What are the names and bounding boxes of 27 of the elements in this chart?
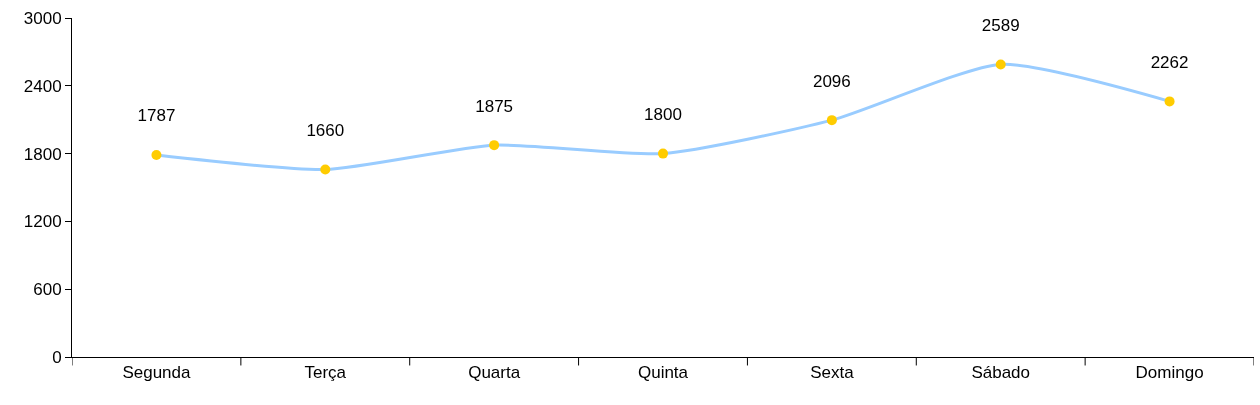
data-label: 1660 xyxy=(306,120,345,140)
y-tick-label: 0 xyxy=(52,347,62,367)
x-tick-label: Quarta xyxy=(468,363,521,383)
data-label: 2262 xyxy=(1150,52,1189,72)
point xyxy=(489,140,500,151)
data-label: 2589 xyxy=(981,15,1020,35)
data-label: 1800 xyxy=(644,105,682,124)
point xyxy=(320,164,331,175)
point xyxy=(658,148,668,159)
y-tick-label: 1800 xyxy=(23,144,62,164)
data-label: 2096 xyxy=(812,71,851,91)
y-tick-label: 3000 xyxy=(23,8,62,28)
x-tick-label: Quinta xyxy=(637,363,689,383)
x-tick-label: Sexta xyxy=(810,363,855,383)
y-tick-label: 2400 xyxy=(23,76,62,96)
point xyxy=(1164,96,1175,107)
x-tick-label: Domingo xyxy=(1135,363,1204,383)
point xyxy=(826,115,837,126)
x-tick-label: Terça xyxy=(304,363,347,383)
point xyxy=(995,59,1006,70)
x-tick-label: Segunda xyxy=(122,363,191,383)
data-label: 1787 xyxy=(137,106,176,126)
y-tick-label: 1200 xyxy=(23,212,62,232)
point xyxy=(151,150,162,161)
x-tick-label: Sábado xyxy=(971,363,1031,383)
y-tick-label: 600 xyxy=(33,280,62,300)
data-label: 1875 xyxy=(475,96,514,116)
